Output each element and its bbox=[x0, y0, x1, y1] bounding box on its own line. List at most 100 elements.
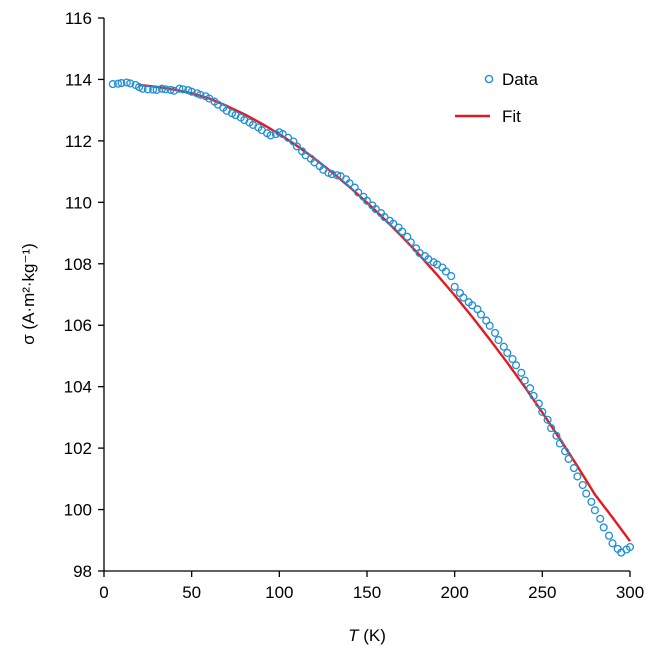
data-point bbox=[450, 282, 459, 291]
fit-layer bbox=[138, 83, 631, 542]
data-point bbox=[327, 170, 336, 179]
data-point bbox=[468, 301, 477, 310]
x-tick-label: 150 bbox=[353, 583, 381, 602]
y-tick-label: 110 bbox=[65, 193, 92, 212]
data-point bbox=[494, 335, 503, 345]
data-point bbox=[573, 472, 582, 481]
data-point bbox=[485, 321, 494, 330]
data-point bbox=[447, 272, 456, 281]
y-tick-label: 114 bbox=[65, 70, 92, 89]
data-point bbox=[534, 399, 543, 408]
data-point bbox=[398, 227, 407, 236]
y-axis-title: σ (A·m²·kg⁻¹) bbox=[19, 243, 38, 345]
data-point bbox=[333, 171, 342, 180]
data-point bbox=[441, 267, 450, 276]
data-point bbox=[362, 196, 372, 205]
data-point bbox=[170, 86, 179, 95]
data-point bbox=[278, 130, 287, 139]
data-point bbox=[587, 497, 596, 506]
legend-data-marker bbox=[484, 74, 494, 84]
data-point bbox=[122, 78, 131, 87]
data-point bbox=[149, 85, 158, 94]
data-point bbox=[590, 506, 599, 515]
legend: Data Fit bbox=[455, 70, 538, 126]
legend-fit-label: Fit bbox=[502, 107, 521, 126]
ticks: 0 50 100 150 200 250 300 98 100 102 104 106 108 110 11… bbox=[64, 9, 645, 602]
data-point bbox=[152, 85, 161, 94]
data-point bbox=[284, 133, 293, 142]
data-point bbox=[511, 361, 521, 370]
data-point bbox=[196, 90, 205, 99]
y-tick-label: 98 bbox=[73, 562, 92, 581]
data-point bbox=[596, 514, 605, 523]
data-point bbox=[292, 142, 301, 151]
data-point bbox=[371, 205, 380, 214]
y-tick-label: 102 bbox=[64, 439, 92, 458]
x-tick-label: 0 bbox=[99, 583, 108, 602]
y-tick-label: 106 bbox=[64, 316, 92, 335]
data-point bbox=[455, 288, 464, 298]
y-tick-label: 104 bbox=[64, 378, 92, 397]
x-tick-label: 300 bbox=[616, 583, 644, 602]
data-point bbox=[561, 447, 570, 456]
data-point bbox=[345, 179, 354, 188]
data-point bbox=[389, 219, 398, 228]
data-point bbox=[582, 489, 591, 498]
data-point bbox=[161, 85, 170, 94]
x-tick-label: 250 bbox=[528, 583, 556, 602]
data-point bbox=[266, 131, 275, 140]
data-point bbox=[526, 384, 535, 393]
data-point bbox=[503, 348, 512, 357]
data-point bbox=[569, 464, 578, 473]
data-point bbox=[508, 354, 517, 364]
x-tick-label: 50 bbox=[182, 583, 201, 602]
legend-data-label: Data bbox=[502, 70, 538, 89]
x-tick-label: 200 bbox=[440, 583, 468, 602]
data-point bbox=[178, 85, 187, 94]
data-point bbox=[126, 79, 135, 88]
data-point bbox=[604, 531, 614, 540]
data-point bbox=[187, 87, 196, 96]
data-point bbox=[157, 84, 166, 93]
data-point bbox=[406, 238, 415, 247]
data-point bbox=[490, 328, 500, 337]
data-point bbox=[547, 424, 556, 433]
data-point bbox=[476, 310, 486, 319]
data-point bbox=[354, 188, 363, 197]
data-point bbox=[459, 293, 468, 302]
data-point bbox=[608, 539, 617, 548]
data-point bbox=[113, 79, 123, 88]
y-tick-label: 112 bbox=[65, 132, 92, 151]
y-tick-label: 100 bbox=[64, 501, 92, 520]
data-point bbox=[310, 158, 319, 167]
data-point bbox=[555, 439, 564, 448]
x-tick-label: 100 bbox=[265, 583, 293, 602]
x-axis-title: T (K) bbox=[348, 626, 386, 645]
data-point bbox=[117, 79, 126, 88]
data-point bbox=[625, 542, 635, 552]
data-point bbox=[538, 407, 547, 416]
data-point bbox=[143, 85, 152, 94]
data-point bbox=[380, 213, 389, 222]
data-point bbox=[517, 368, 526, 377]
data-point bbox=[499, 342, 508, 351]
fit-line bbox=[138, 83, 631, 542]
data-point bbox=[175, 84, 184, 93]
data-layer bbox=[108, 78, 635, 557]
data-point bbox=[543, 415, 552, 424]
axes bbox=[103, 18, 630, 572]
data-point bbox=[520, 376, 529, 385]
data-point bbox=[108, 80, 117, 89]
data-point bbox=[403, 232, 412, 241]
y-tick-label: 108 bbox=[64, 255, 92, 274]
data-point bbox=[138, 84, 147, 93]
data-point bbox=[324, 168, 333, 177]
data-point bbox=[552, 431, 561, 440]
data-point bbox=[578, 480, 587, 490]
data-point bbox=[599, 523, 608, 532]
data-point bbox=[166, 85, 175, 94]
data-point bbox=[529, 391, 538, 400]
y-tick-label: 116 bbox=[65, 9, 92, 28]
data-point bbox=[564, 454, 573, 463]
